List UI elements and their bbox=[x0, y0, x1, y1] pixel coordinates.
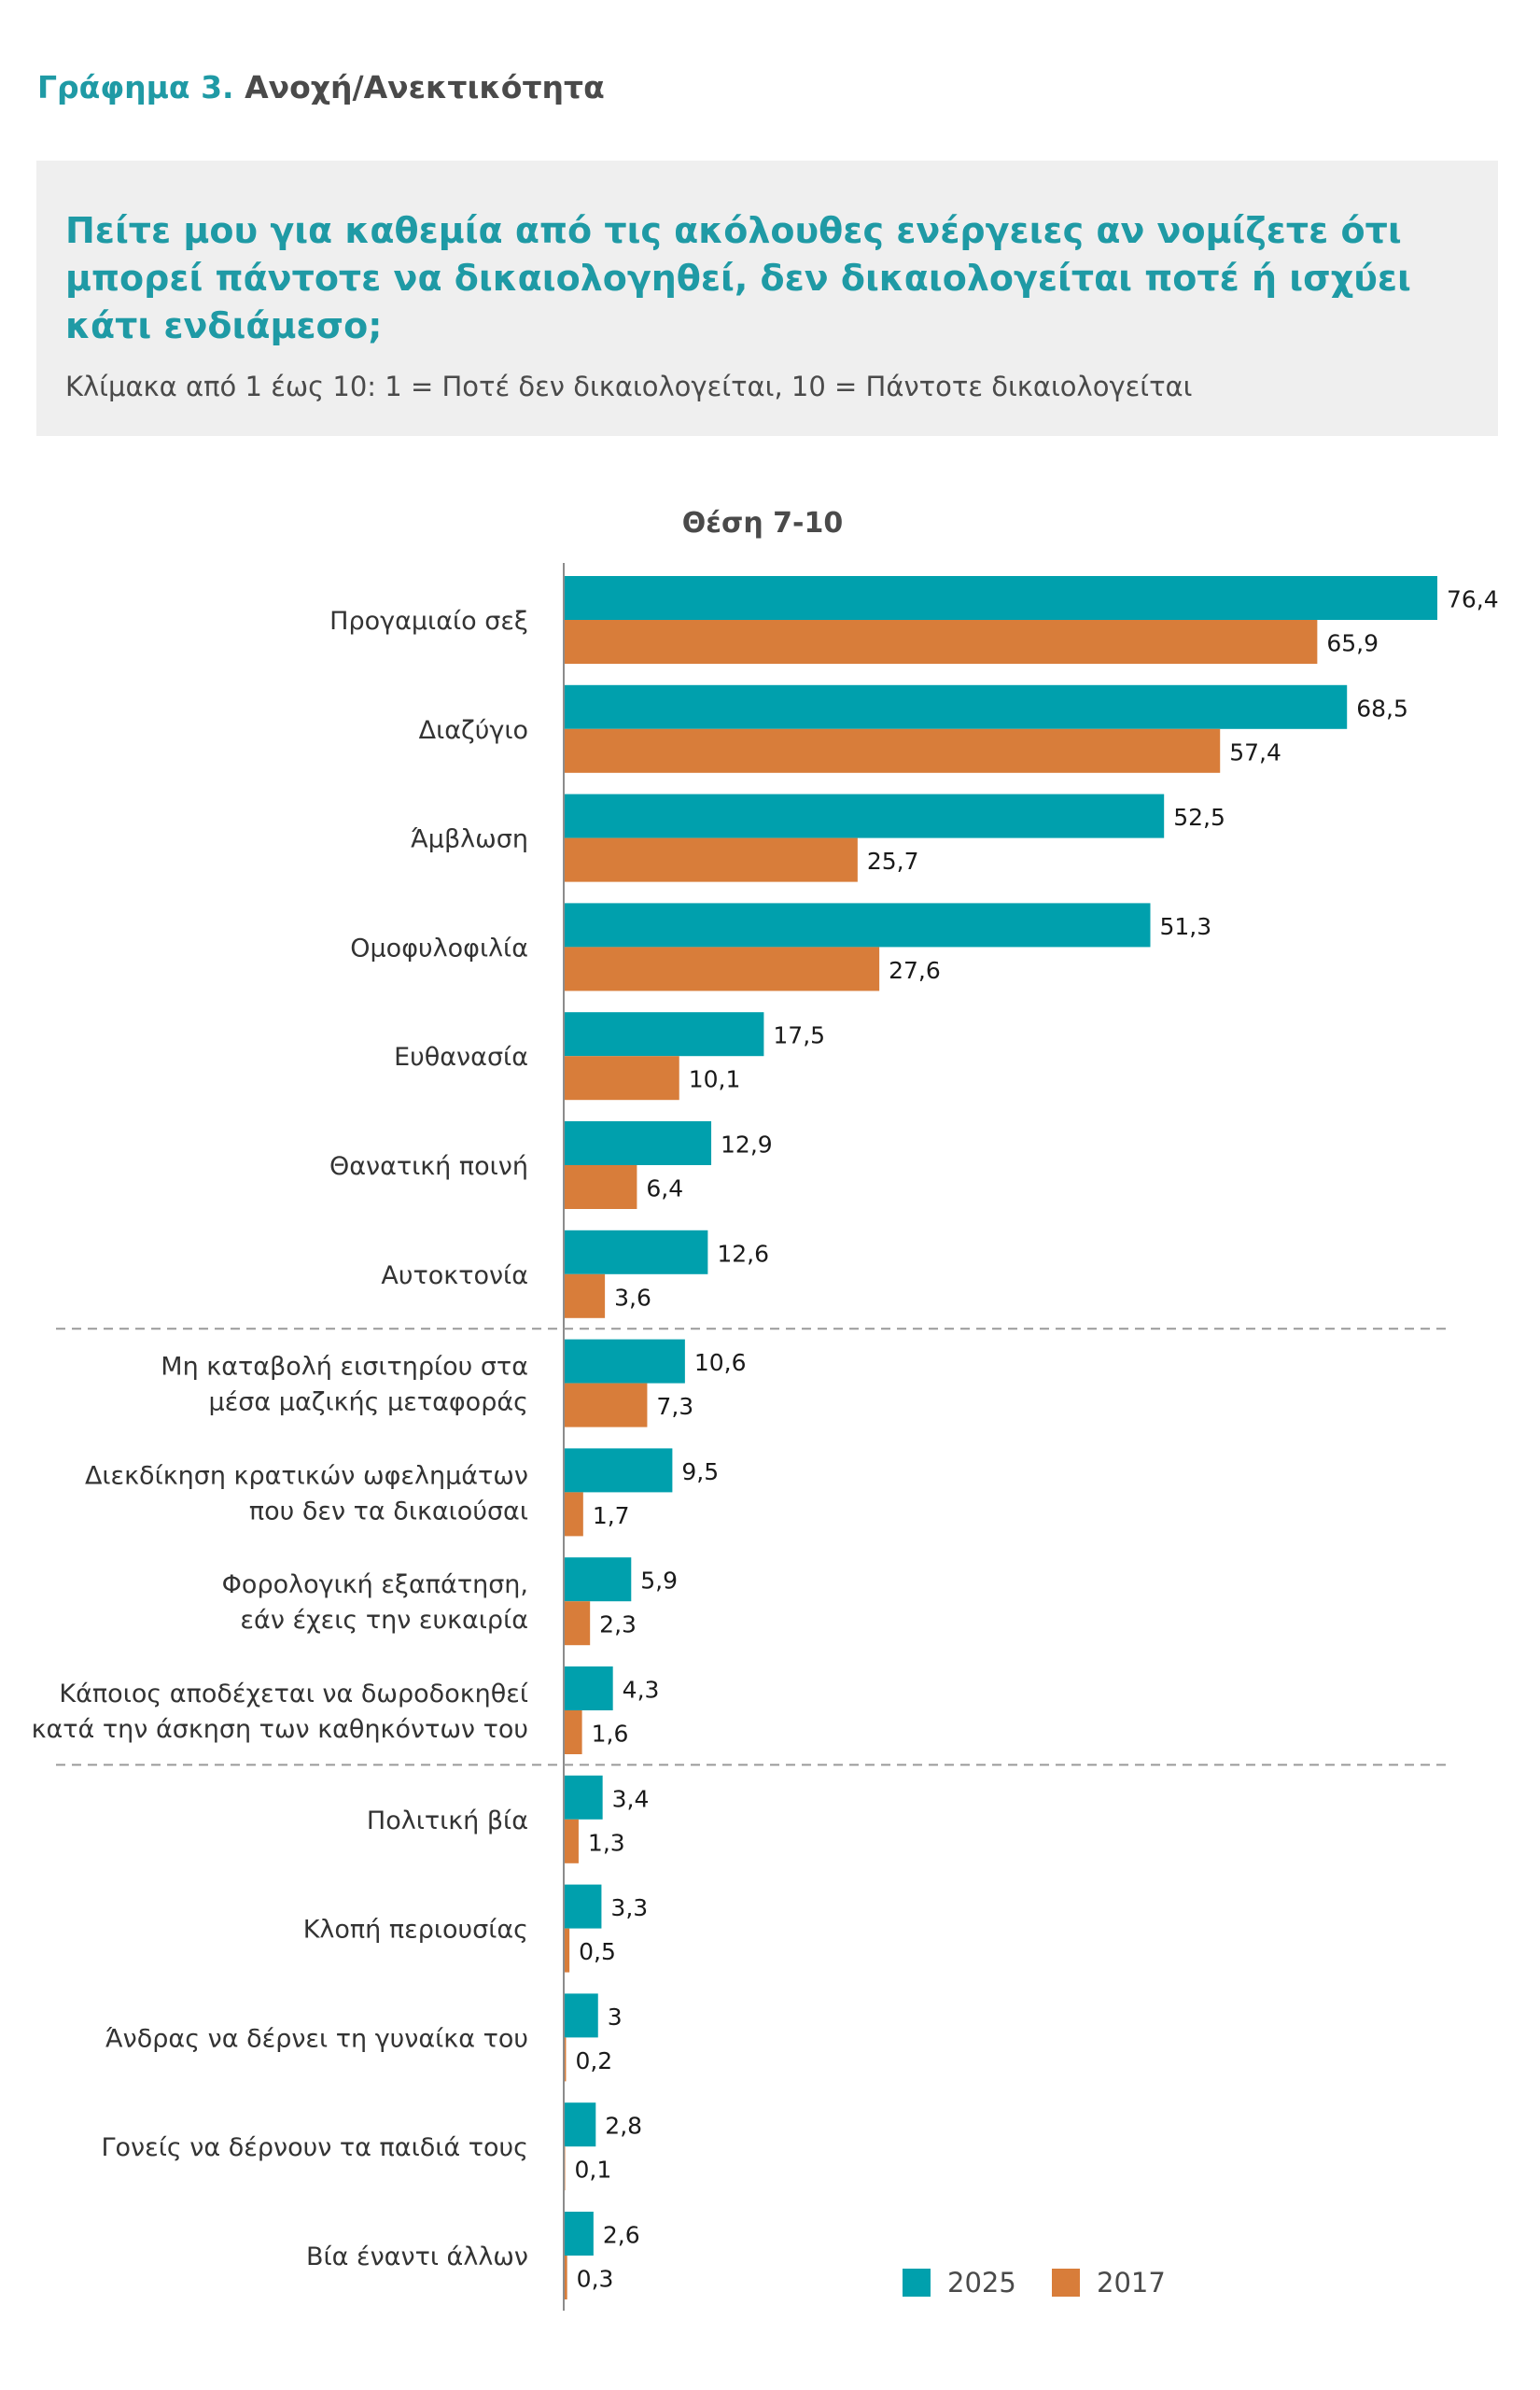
category-label: Βία έναντι άλλων bbox=[306, 2242, 528, 2271]
value-label-2025: 76,4 bbox=[1447, 586, 1499, 613]
category-label: Ομοφυλοφιλία bbox=[350, 934, 528, 963]
value-label-2025: 3,3 bbox=[610, 1894, 648, 1921]
value-label-2025: 3,4 bbox=[612, 1785, 650, 1812]
value-label-2025: 9,5 bbox=[681, 1458, 719, 1485]
bar-2025 bbox=[564, 1557, 632, 1602]
value-label-2017: 3,6 bbox=[614, 1284, 651, 1311]
category-label: Άνδρας να δέρνει τη γυναίκα του bbox=[105, 2024, 528, 2053]
value-label-2017: 0,2 bbox=[575, 2047, 612, 2074]
category-label: Κλοπή περιουσίας bbox=[303, 1916, 528, 1945]
bar-2017 bbox=[564, 947, 880, 991]
bar-2017 bbox=[564, 1601, 591, 1646]
bar-chart: Θέση 7-10 76,4 65,9 Προγαμιαίο σεξ 68,5 57,4 Δ… bbox=[32, 507, 1499, 2311]
figure-name: Ανοχή/Ανεκτικότητα bbox=[245, 69, 605, 105]
bar-2017 bbox=[564, 620, 1318, 664]
category-label: Φορολογική εξαπάτηση, εάν έχεις την ευκαι… bbox=[222, 1570, 528, 1635]
category-label: Διεκδίκηση κρατικών ωφελημάτων που δεν τα… bbox=[85, 1461, 528, 1525]
figure-number: Γράφημα 3. bbox=[37, 69, 234, 105]
category-label: Διαζύγιο bbox=[419, 716, 528, 745]
value-label-2017: 27,6 bbox=[889, 957, 941, 984]
category-label: Αυτοκτονία bbox=[381, 1261, 528, 1290]
bar-2025 bbox=[564, 576, 1437, 620]
bar-2017 bbox=[564, 1056, 679, 1101]
bar-2017 bbox=[564, 837, 858, 882]
bar-2017 bbox=[564, 1928, 570, 1973]
legend-label-2017: 2017 bbox=[1097, 2267, 1166, 2299]
bar-2025 bbox=[564, 903, 1151, 948]
bar-2025 bbox=[564, 1884, 602, 1929]
value-label-2017: 0,1 bbox=[575, 2157, 612, 2184]
value-label-2017: 1,6 bbox=[592, 1721, 629, 1748]
bar-2025 bbox=[564, 1775, 603, 1820]
chart-legend: 2025 2017 bbox=[903, 2267, 1276, 2304]
figure-label: Γράφημα 3. Ανοχή/Ανεκτικότητα bbox=[37, 69, 605, 105]
value-label-2017: 2,3 bbox=[599, 1611, 637, 1638]
scale-note: Κλίμακα από 1 έως 10: 1 = Ποτέ δεν δικαι… bbox=[65, 371, 1193, 402]
category-label: Θανατική ποινή bbox=[329, 1152, 528, 1181]
bar-2025 bbox=[564, 794, 1165, 838]
bar-2017 bbox=[564, 1273, 606, 1318]
bar-2017 bbox=[564, 728, 1221, 773]
bar-2017 bbox=[564, 1383, 648, 1427]
bar-2017 bbox=[564, 1710, 582, 1754]
value-label-2025: 2,8 bbox=[605, 2113, 642, 2140]
value-label-2017: 10,1 bbox=[689, 1066, 741, 1093]
question-box: Πείτε μου για καθεμία από τις ακόλουθες … bbox=[36, 161, 1498, 436]
bar-2025 bbox=[564, 1993, 598, 2038]
value-label-2025: 52,5 bbox=[1173, 804, 1225, 831]
value-label-2017: 1,7 bbox=[593, 1502, 630, 1529]
bar-2017 bbox=[564, 1165, 637, 1209]
legend-swatch-2025 bbox=[903, 2269, 931, 2297]
value-label-2025: 12,6 bbox=[717, 1240, 769, 1267]
value-label-2025: 17,5 bbox=[773, 1022, 825, 1049]
bar-2017 bbox=[564, 1492, 583, 1537]
value-label-2017: 65,9 bbox=[1326, 630, 1379, 657]
bar-2025 bbox=[564, 2102, 596, 2147]
legend-label-2025: 2025 bbox=[947, 2267, 1016, 2299]
value-label-2017: 1,3 bbox=[588, 1829, 625, 1856]
value-label-2025: 51,3 bbox=[1159, 913, 1211, 940]
bar-2017 bbox=[564, 2256, 567, 2299]
category-label: Άμβλωση bbox=[411, 825, 528, 854]
legend-item-2017: 2017 bbox=[1052, 2267, 1166, 2299]
bar-2025 bbox=[564, 1339, 685, 1384]
value-label-2025: 10,6 bbox=[694, 1349, 747, 1376]
legend-swatch-2017 bbox=[1052, 2269, 1080, 2297]
legend-item-2025: 2025 bbox=[903, 2267, 1016, 2299]
bar-2017 bbox=[564, 1819, 579, 1863]
category-label: Κάποιος αποδέχεται να δωροδοκηθεί κατά τη… bbox=[32, 1680, 528, 1744]
chart-title: Θέση 7-10 bbox=[682, 507, 843, 540]
bar-2025 bbox=[564, 1666, 613, 1710]
value-label-2017: 25,7 bbox=[867, 848, 919, 875]
bar-2025 bbox=[564, 1230, 708, 1274]
bar-2025 bbox=[564, 1121, 712, 1165]
value-label-2025: 12,9 bbox=[721, 1132, 773, 1159]
value-label-2017: 0,5 bbox=[579, 1938, 616, 1965]
value-label-2025: 68,5 bbox=[1356, 695, 1408, 722]
question-text: Πείτε μου για καθεμία από τις ακόλουθες … bbox=[65, 210, 1411, 346]
bar-2025 bbox=[564, 1448, 673, 1493]
category-label: Γονείς να δέρνουν τα παιδιά τους bbox=[101, 2133, 528, 2162]
category-label: Πολιτική βία bbox=[367, 1807, 528, 1835]
bar-2025 bbox=[564, 1012, 764, 1057]
bar-2017 bbox=[564, 2037, 567, 2082]
value-label-2025: 3 bbox=[608, 2003, 623, 2031]
value-label-2017: 7,3 bbox=[656, 1393, 693, 1420]
bar-2025 bbox=[564, 2212, 594, 2256]
category-label: Μη καταβολή εισιτηρίου στα μέσα μαζικής μ… bbox=[161, 1353, 528, 1417]
value-label-2025: 4,3 bbox=[623, 1677, 660, 1704]
value-label-2025: 5,9 bbox=[640, 1568, 678, 1595]
bar-2025 bbox=[564, 684, 1348, 729]
value-label-2017: 0,3 bbox=[577, 2266, 614, 2293]
value-label-2017: 6,4 bbox=[646, 1175, 683, 1202]
value-label-2017: 57,4 bbox=[1229, 738, 1281, 766]
category-label: Προγαμιαίο σεξ bbox=[329, 607, 528, 636]
category-label: Ευθανασία bbox=[394, 1043, 528, 1072]
value-label-2025: 2,6 bbox=[603, 2222, 640, 2249]
